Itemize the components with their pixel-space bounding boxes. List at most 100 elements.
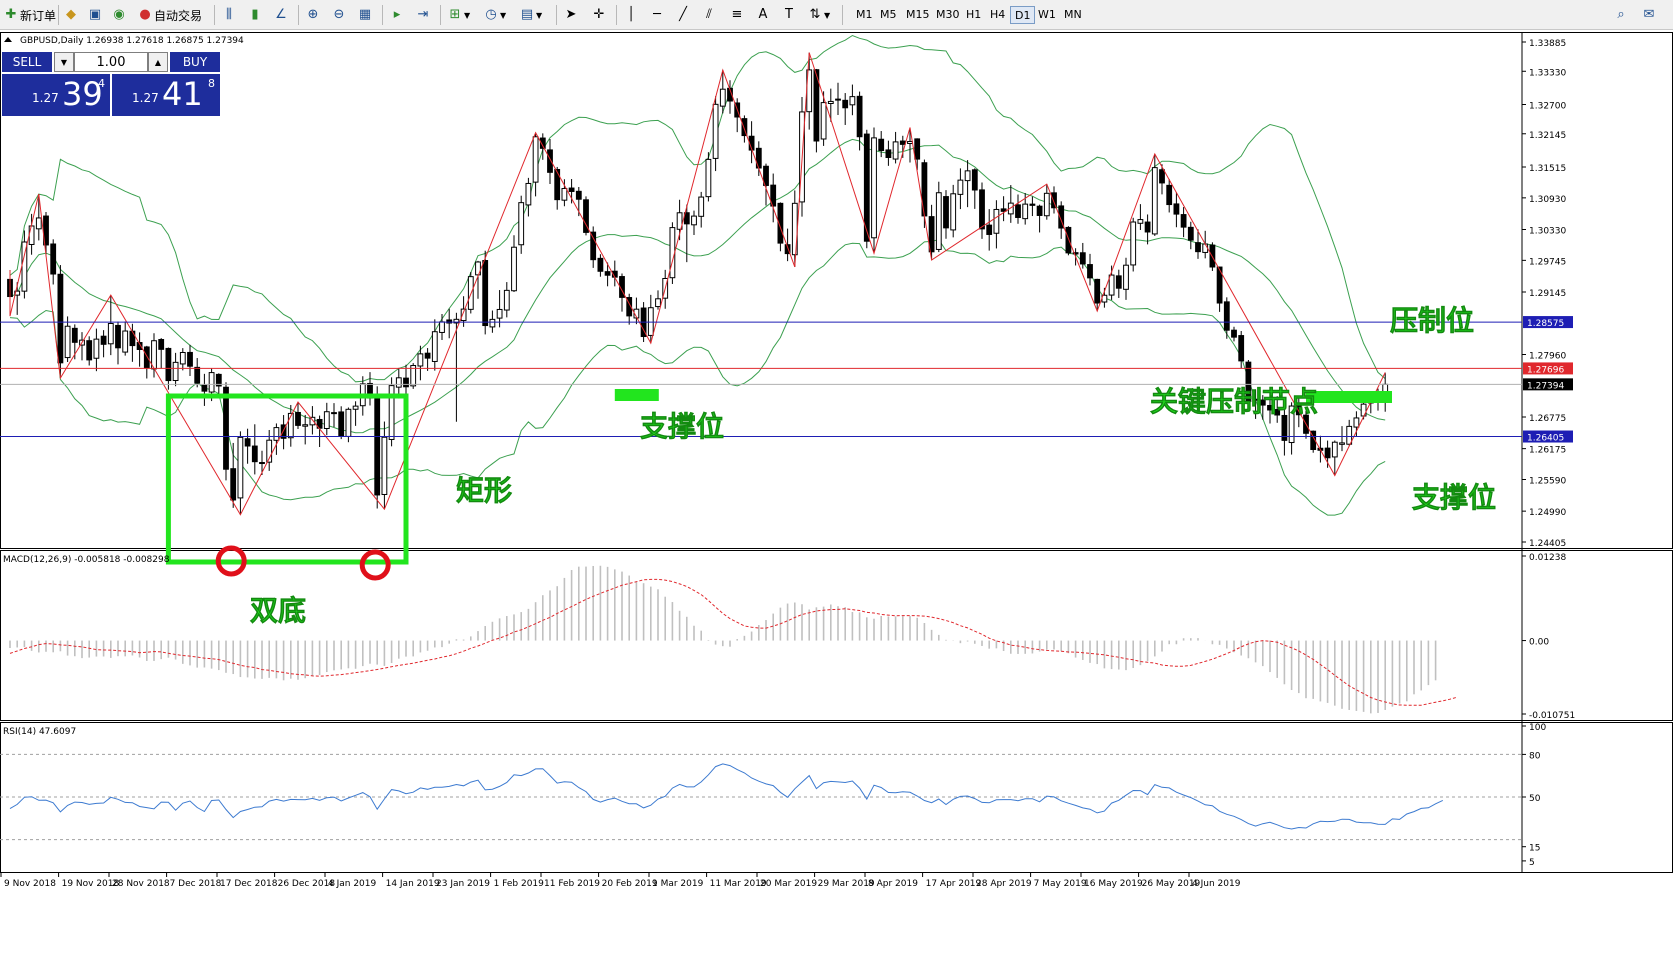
candle[interactable] — [1195, 229, 1201, 259]
timeframe-d1-button[interactable]: D1 — [1010, 6, 1036, 24]
candle[interactable] — [1288, 402, 1295, 455]
candle[interactable] — [842, 93, 849, 125]
candle[interactable] — [763, 163, 769, 206]
timeframe-h4-button[interactable]: H4 — [990, 8, 1006, 21]
candle[interactable] — [827, 88, 834, 122]
candle[interactable] — [590, 226, 597, 268]
rectangle-annotation[interactable] — [165, 393, 409, 565]
equidistant-channel-button[interactable]: ⫽ — [700, 4, 718, 26]
timeframe-h1-button[interactable]: H1 — [966, 8, 982, 21]
candle[interactable] — [446, 308, 453, 339]
candle[interactable] — [604, 262, 611, 287]
candle[interactable] — [259, 450, 265, 476]
candle[interactable] — [122, 321, 129, 356]
candle[interactable] — [136, 332, 143, 367]
candle[interactable] — [1087, 253, 1093, 286]
candle[interactable] — [554, 166, 561, 210]
candle[interactable] — [1173, 192, 1180, 228]
candle[interactable] — [100, 330, 107, 358]
candle[interactable] — [172, 352, 179, 387]
candle[interactable] — [1000, 196, 1007, 222]
candle[interactable] — [892, 131, 899, 164]
candle[interactable] — [503, 282, 510, 318]
double-bottom-marker[interactable] — [359, 549, 391, 581]
sell-button[interactable]: SELL — [2, 52, 52, 72]
candle[interactable] — [1252, 389, 1259, 419]
lot-increase-button[interactable]: ▲ — [148, 52, 168, 72]
text-button[interactable]: A — [754, 4, 772, 26]
sell-price-box[interactable]: 1.27 39 4 — [2, 74, 110, 116]
candle[interactable] — [287, 404, 294, 447]
candle[interactable] — [727, 80, 733, 114]
candle[interactable] — [979, 182, 985, 239]
candle[interactable] — [496, 290, 503, 328]
templates-button[interactable]: ▤ ▼ — [518, 4, 542, 26]
vertical-line-button[interactable]: │ — [622, 4, 640, 26]
candle[interactable] — [878, 131, 885, 158]
market-watch-button[interactable]: ◆ — [62, 4, 80, 26]
candle[interactable] — [770, 173, 777, 223]
candle[interactable] — [352, 401, 359, 426]
candle[interactable] — [561, 179, 568, 207]
candle[interactable] — [597, 254, 604, 277]
candle[interactable] — [971, 168, 978, 209]
candle[interactable] — [1231, 326, 1237, 342]
candle[interactable] — [849, 84, 856, 116]
candle[interactable] — [223, 382, 229, 481]
candle[interactable] — [1144, 214, 1151, 245]
timeframe-m15-button[interactable]: M15 — [906, 8, 930, 21]
candlestick-button[interactable]: ▮ — [246, 4, 264, 26]
candle[interactable] — [1166, 178, 1173, 213]
candle[interactable] — [1267, 393, 1273, 424]
candle[interactable] — [158, 338, 165, 369]
trendline-button[interactable]: ╱ — [674, 4, 692, 26]
text-label-button[interactable]: T — [780, 4, 798, 26]
candle[interactable] — [57, 265, 64, 378]
buy-button[interactable]: BUY — [170, 52, 220, 72]
candle[interactable] — [691, 210, 697, 235]
candle[interactable] — [820, 91, 827, 146]
candle[interactable] — [813, 68, 820, 153]
periods-button[interactable]: ◷ ▼ — [482, 4, 506, 26]
candle[interactable] — [525, 177, 532, 217]
cursor-button[interactable]: ➤ — [562, 4, 580, 26]
candle[interactable] — [187, 344, 193, 376]
candle[interactable] — [871, 127, 877, 254]
candle[interactable] — [532, 132, 539, 197]
candle[interactable] — [93, 328, 100, 372]
candle[interactable] — [295, 402, 301, 429]
candle[interactable] — [1065, 226, 1072, 256]
candle[interactable] — [547, 138, 553, 184]
lot-decrease-button[interactable]: ▼ — [54, 52, 74, 72]
candle[interactable] — [1223, 297, 1230, 339]
candle[interactable] — [511, 235, 517, 293]
candle[interactable] — [431, 319, 438, 371]
candle[interactable] — [331, 403, 337, 428]
candle[interactable] — [482, 250, 489, 335]
tile-windows-button[interactable]: ▦ — [356, 4, 374, 26]
candle[interactable] — [986, 209, 993, 251]
candle[interactable] — [1159, 164, 1165, 195]
candle[interactable] — [1137, 204, 1144, 230]
candle[interactable] — [863, 129, 870, 249]
buy-price-box[interactable]: 1.27 41 8 — [112, 74, 220, 116]
bar-chart-button[interactable]: ⫼ — [220, 4, 238, 26]
candle[interactable] — [64, 316, 71, 362]
candle[interactable] — [1295, 397, 1302, 428]
candle[interactable] — [1007, 185, 1014, 223]
candle[interactable] — [626, 293, 633, 325]
candle[interactable] — [683, 204, 690, 263]
candle[interactable] — [115, 321, 121, 365]
candle[interactable] — [885, 140, 892, 166]
candle[interactable] — [1259, 395, 1266, 420]
candle[interactable] — [86, 336, 93, 366]
arrows-button[interactable]: ⇅ ▼ — [806, 4, 831, 26]
candle[interactable] — [928, 204, 935, 260]
crosshair-button[interactable]: ✛ — [590, 4, 608, 26]
candle[interactable] — [374, 386, 381, 509]
candle[interactable] — [50, 239, 57, 285]
candle[interactable] — [993, 200, 1000, 249]
zoom-out-button[interactable]: ⊖ — [330, 4, 348, 26]
search-button[interactable]: ⌕ — [1612, 4, 1630, 26]
timeframe-m5-button[interactable]: M5 — [880, 8, 897, 21]
